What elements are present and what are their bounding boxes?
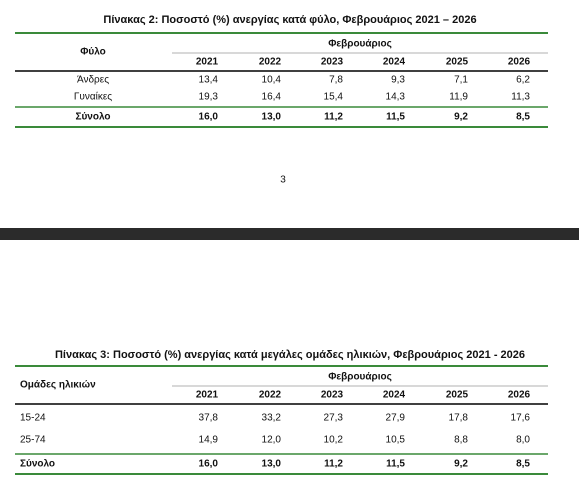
cell: 16,4 — [262, 92, 282, 103]
column-header: 2024 — [383, 57, 406, 68]
row-label: 25-74 — [20, 435, 46, 446]
cell: 9,2 — [454, 459, 468, 470]
cell: 6,2 — [516, 75, 530, 86]
cell: 9,2 — [454, 112, 468, 123]
cell: 13,4 — [199, 75, 219, 86]
row-label: Γυναίκες — [74, 91, 112, 103]
cell: 27,9 — [386, 413, 406, 424]
cell: 13,0 — [262, 112, 282, 123]
page-break — [0, 228, 579, 240]
column-header: 2025 — [446, 390, 469, 401]
column-header: 2021 — [196, 57, 219, 68]
cell: 8,0 — [516, 435, 530, 446]
cell: 12,0 — [262, 435, 282, 446]
cell: 7,1 — [454, 75, 468, 86]
cell: 8,8 — [454, 435, 468, 446]
cell: 33,2 — [262, 413, 282, 424]
row-header: Ομάδες ηλικιών — [20, 380, 96, 391]
cell: 16,0 — [199, 459, 219, 470]
column-header: 2024 — [383, 390, 406, 401]
column-header: 2023 — [321, 390, 344, 401]
cell: 14,9 — [199, 435, 219, 446]
cell: 14,3 — [386, 92, 406, 103]
group-header: Φεβρουάριος — [328, 39, 392, 50]
column-header: 2023 — [321, 57, 344, 68]
column-header: 2022 — [259, 57, 282, 68]
cell: 17,6 — [511, 413, 531, 424]
cell: 27,3 — [324, 413, 344, 424]
cell: 19,3 — [199, 92, 219, 103]
table-title: Πίνακας 2: Ποσοστό (%) ανεργίας κατά φύλ… — [103, 14, 476, 26]
group-header: Φεβρουάριος — [328, 372, 392, 383]
page-number: 3 — [280, 175, 286, 186]
cell: 8,5 — [516, 459, 530, 470]
cell: 10,5 — [386, 435, 406, 446]
cell: 11,2 — [324, 112, 343, 123]
cell: 9,3 — [391, 75, 405, 86]
table-title: Πίνακας 3: Ποσοστό (%) ανεργίας κατά μεγ… — [55, 349, 525, 361]
cell: 11,3 — [511, 92, 530, 103]
row-label: Άνδρες — [77, 75, 109, 86]
column-header: 2022 — [259, 390, 282, 401]
cell: 37,8 — [199, 413, 219, 424]
cell: 15,4 — [324, 92, 344, 103]
cell: 7,8 — [329, 75, 343, 86]
column-header: 2026 — [508, 57, 531, 68]
cell: 11,5 — [386, 112, 405, 123]
row-label: 15-24 — [20, 413, 46, 424]
cell: 13,0 — [262, 459, 282, 470]
column-header: 2026 — [508, 390, 531, 401]
cell: 11,2 — [324, 459, 343, 470]
row-label: Σύνολο — [75, 112, 110, 123]
cell: 8,5 — [516, 112, 530, 123]
cell: 17,8 — [449, 413, 469, 424]
cell: 10,4 — [262, 75, 282, 86]
cell: 11,9 — [449, 92, 468, 103]
column-header: 2021 — [196, 390, 219, 401]
row-label: Σύνολο — [20, 459, 55, 470]
row-header: Φύλο — [80, 47, 106, 58]
cell: 11,5 — [386, 459, 405, 470]
cell: 16,0 — [199, 112, 219, 123]
column-header: 2025 — [446, 57, 469, 68]
cell: 10,2 — [324, 435, 344, 446]
